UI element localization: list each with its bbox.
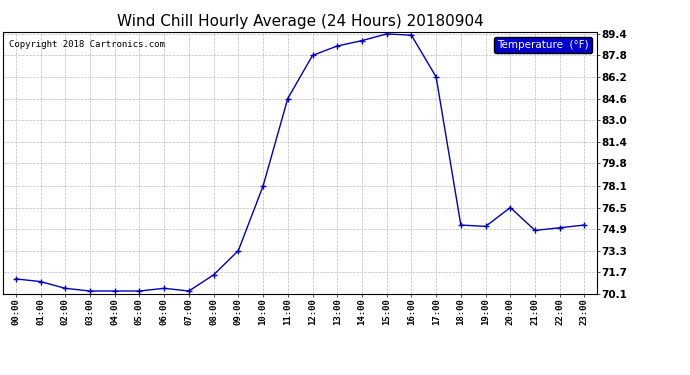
Legend: Temperature  (°F): Temperature (°F)	[494, 37, 591, 53]
Title: Wind Chill Hourly Average (24 Hours) 20180904: Wind Chill Hourly Average (24 Hours) 201…	[117, 14, 484, 29]
Text: Copyright 2018 Cartronics.com: Copyright 2018 Cartronics.com	[10, 40, 166, 49]
